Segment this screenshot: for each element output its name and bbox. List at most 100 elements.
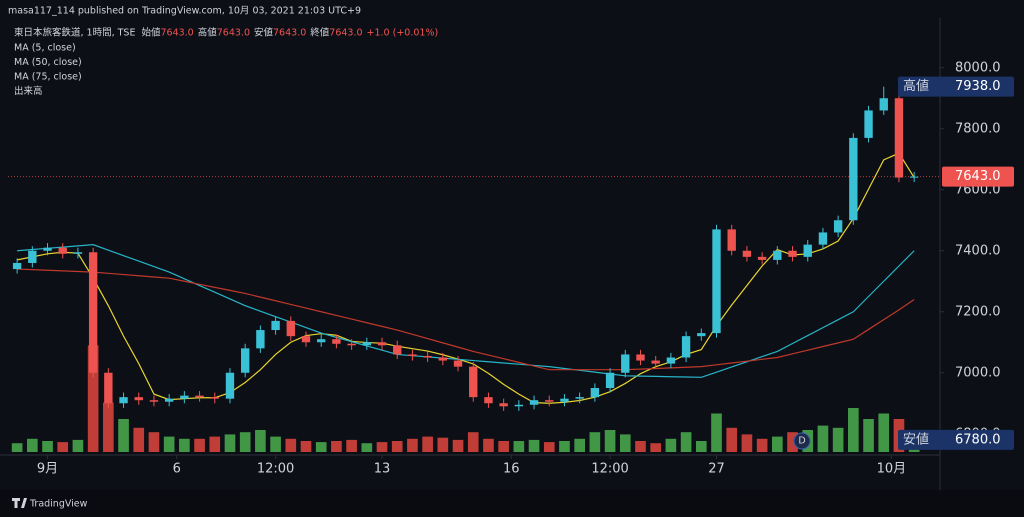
- volume-bar: [771, 436, 783, 452]
- candle-body: [864, 110, 873, 138]
- volume-bar: [817, 425, 829, 452]
- candle-body: [849, 137, 858, 221]
- candle-body: [879, 98, 888, 111]
- volume-bar: [103, 402, 114, 452]
- logo-mark: [12, 498, 27, 508]
- volume-bar: [391, 441, 403, 452]
- ohlc-label: 終値: [310, 27, 330, 39]
- indicator: MA (50, close): [14, 57, 82, 68]
- candle-body: [362, 342, 371, 346]
- volume-bar: [300, 441, 312, 452]
- plot-area: [8, 86, 940, 452]
- volume-bar: [27, 438, 38, 452]
- candle-body: [818, 232, 828, 245]
- volume-bar: [315, 442, 327, 452]
- volume-bar: [726, 427, 738, 452]
- candle-body: [164, 398, 174, 402]
- x-tick-label: 6: [173, 462, 181, 477]
- candle-body: [195, 395, 204, 398]
- candle-body: [773, 250, 782, 260]
- candle-body: [104, 372, 113, 404]
- candle-body: [12, 262, 22, 270]
- volume-bar: [787, 432, 798, 452]
- symbol: 東日本旅客鉄道, 1時間, TSE: [14, 27, 135, 39]
- candle-body: [621, 354, 630, 373]
- volume-bar: [498, 441, 509, 452]
- change: +1.0 (+0.01%): [367, 28, 439, 39]
- candle-body: [727, 229, 736, 251]
- candle-body: [697, 333, 706, 337]
- ma-line: [17, 268, 915, 371]
- volume-bar: [255, 430, 266, 452]
- candle-body: [651, 360, 660, 364]
- legend: 東日本旅客鉄道, 1時間, TSE 始値 7643.0 高値 7643.0 安値 7643.…: [14, 27, 438, 98]
- x-tick-label: 12:00: [591, 462, 628, 477]
- low-name: 安値: [903, 431, 929, 447]
- ohlc-value: 7643.0: [329, 28, 362, 39]
- volume-bar: [87, 345, 99, 452]
- candle-body: [712, 229, 721, 334]
- candle-body: [241, 348, 250, 373]
- volume-bar: [832, 427, 844, 452]
- volume-bar: [467, 432, 479, 452]
- indicator: MA (75, close): [14, 72, 82, 83]
- volume-bar: [209, 436, 221, 452]
- candle-body: [833, 220, 843, 233]
- candle-body: [256, 330, 265, 349]
- volume-bar: [650, 443, 662, 452]
- candle-body: [742, 250, 752, 257]
- volume-bar: [346, 439, 357, 452]
- volume-bar: [224, 434, 236, 452]
- dividend-marker: [793, 432, 811, 450]
- volume-bar: [619, 434, 631, 452]
- y-tick-label: 7000.0: [955, 365, 1001, 380]
- volume-bar: [695, 441, 707, 452]
- volume-bar: [57, 442, 69, 452]
- candle-body: [88, 252, 98, 373]
- candle-body: [529, 400, 539, 405]
- candle-body: [149, 400, 159, 402]
- candle-body: [393, 345, 402, 355]
- volume-bar: [543, 442, 555, 452]
- candle-body: [119, 397, 128, 404]
- volume-bar: [863, 419, 874, 452]
- dividend-label: D: [798, 436, 805, 447]
- candle-body: [757, 256, 767, 260]
- y-tick-label: 7200.0: [955, 304, 1001, 319]
- candle-body: [134, 397, 143, 401]
- y-tick-label: 7800.0: [955, 121, 1001, 136]
- candle-body: [636, 354, 645, 361]
- candle-body: [909, 176, 919, 178]
- volume-bar: [559, 441, 570, 452]
- volume-bar: [452, 439, 464, 452]
- volume-bar: [878, 413, 890, 452]
- ohlc-label: 高値: [198, 27, 218, 39]
- volume-bar: [680, 432, 692, 452]
- ohlc-value: 7643.0: [273, 28, 306, 39]
- candle-body: [301, 336, 311, 343]
- candle-body: [666, 357, 676, 364]
- volume-bar: [635, 441, 646, 452]
- candle-body: [560, 398, 569, 402]
- candle-body: [58, 247, 67, 254]
- candle-body: [28, 250, 37, 263]
- volume-bar: [163, 436, 175, 452]
- candle-body: [788, 250, 797, 257]
- candle-body: [894, 98, 904, 178]
- candle-body: [545, 400, 554, 402]
- volume-bar: [179, 438, 190, 452]
- x-tick-label: 10月: [877, 462, 907, 477]
- volume-bar: [848, 408, 859, 452]
- volume-bar: [118, 419, 129, 452]
- high-tag: [898, 76, 1014, 97]
- volume-bar: [72, 439, 84, 452]
- y-tick-label: 8000.0: [955, 60, 1001, 75]
- candle-body: [332, 339, 341, 344]
- ohlc-value: 7643.0: [160, 28, 193, 39]
- volume-bar: [422, 436, 433, 452]
- high-name: 高値: [903, 78, 929, 94]
- candle-body: [469, 366, 478, 398]
- candle-body: [408, 354, 417, 356]
- volume-bar: [711, 413, 722, 452]
